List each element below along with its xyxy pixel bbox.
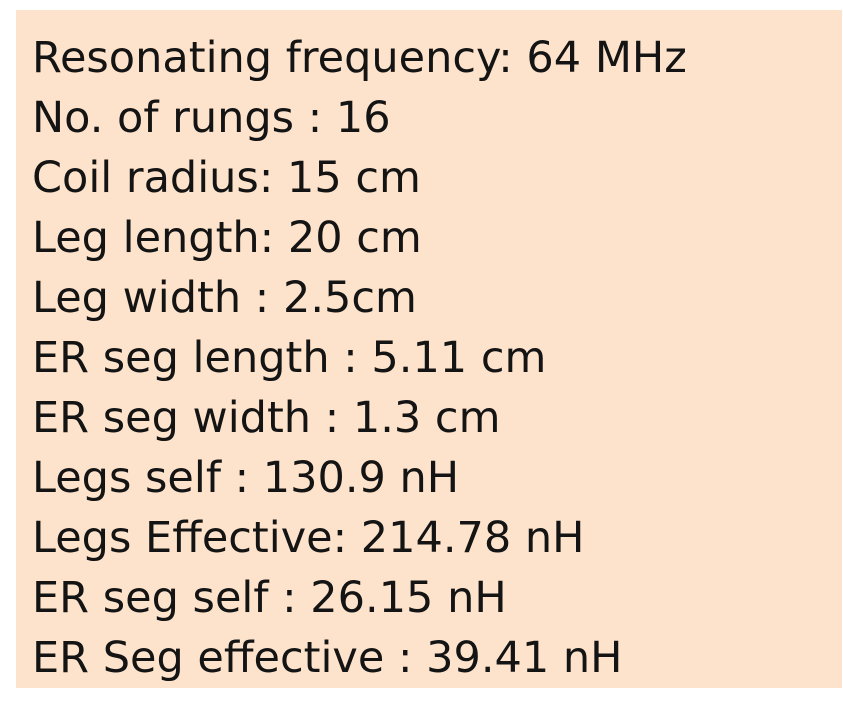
- coil-radius-text: Coil radius: 15 cm: [32, 153, 421, 203]
- parameters-panel: Resonating frequency: 64 MHz No. of rung…: [16, 10, 842, 688]
- er-seg-effective-text: ER Seg effective : 39.41 nH: [32, 633, 623, 683]
- leg-length-text: Leg length: 20 cm: [32, 213, 422, 263]
- legs-self-text: Legs self : 130.9 nH: [32, 453, 460, 503]
- leg-width-text: Leg width : 2.5cm: [32, 273, 417, 323]
- legs-effective-text: Legs Effective: 214.78 nH: [32, 513, 585, 563]
- er-seg-width-text: ER seg width : 1.3 cm: [32, 393, 501, 443]
- number-of-rungs-text: No. of rungs : 16: [32, 93, 391, 143]
- resonating-frequency-text: Resonating frequency: 64 MHz: [32, 33, 687, 83]
- er-seg-length-text: ER seg length : 5.11 cm: [32, 333, 547, 383]
- er-seg-self-text: ER seg self : 26.15 nH: [32, 573, 507, 623]
